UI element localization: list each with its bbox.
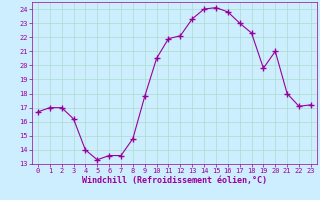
X-axis label: Windchill (Refroidissement éolien,°C): Windchill (Refroidissement éolien,°C) xyxy=(82,176,267,185)
